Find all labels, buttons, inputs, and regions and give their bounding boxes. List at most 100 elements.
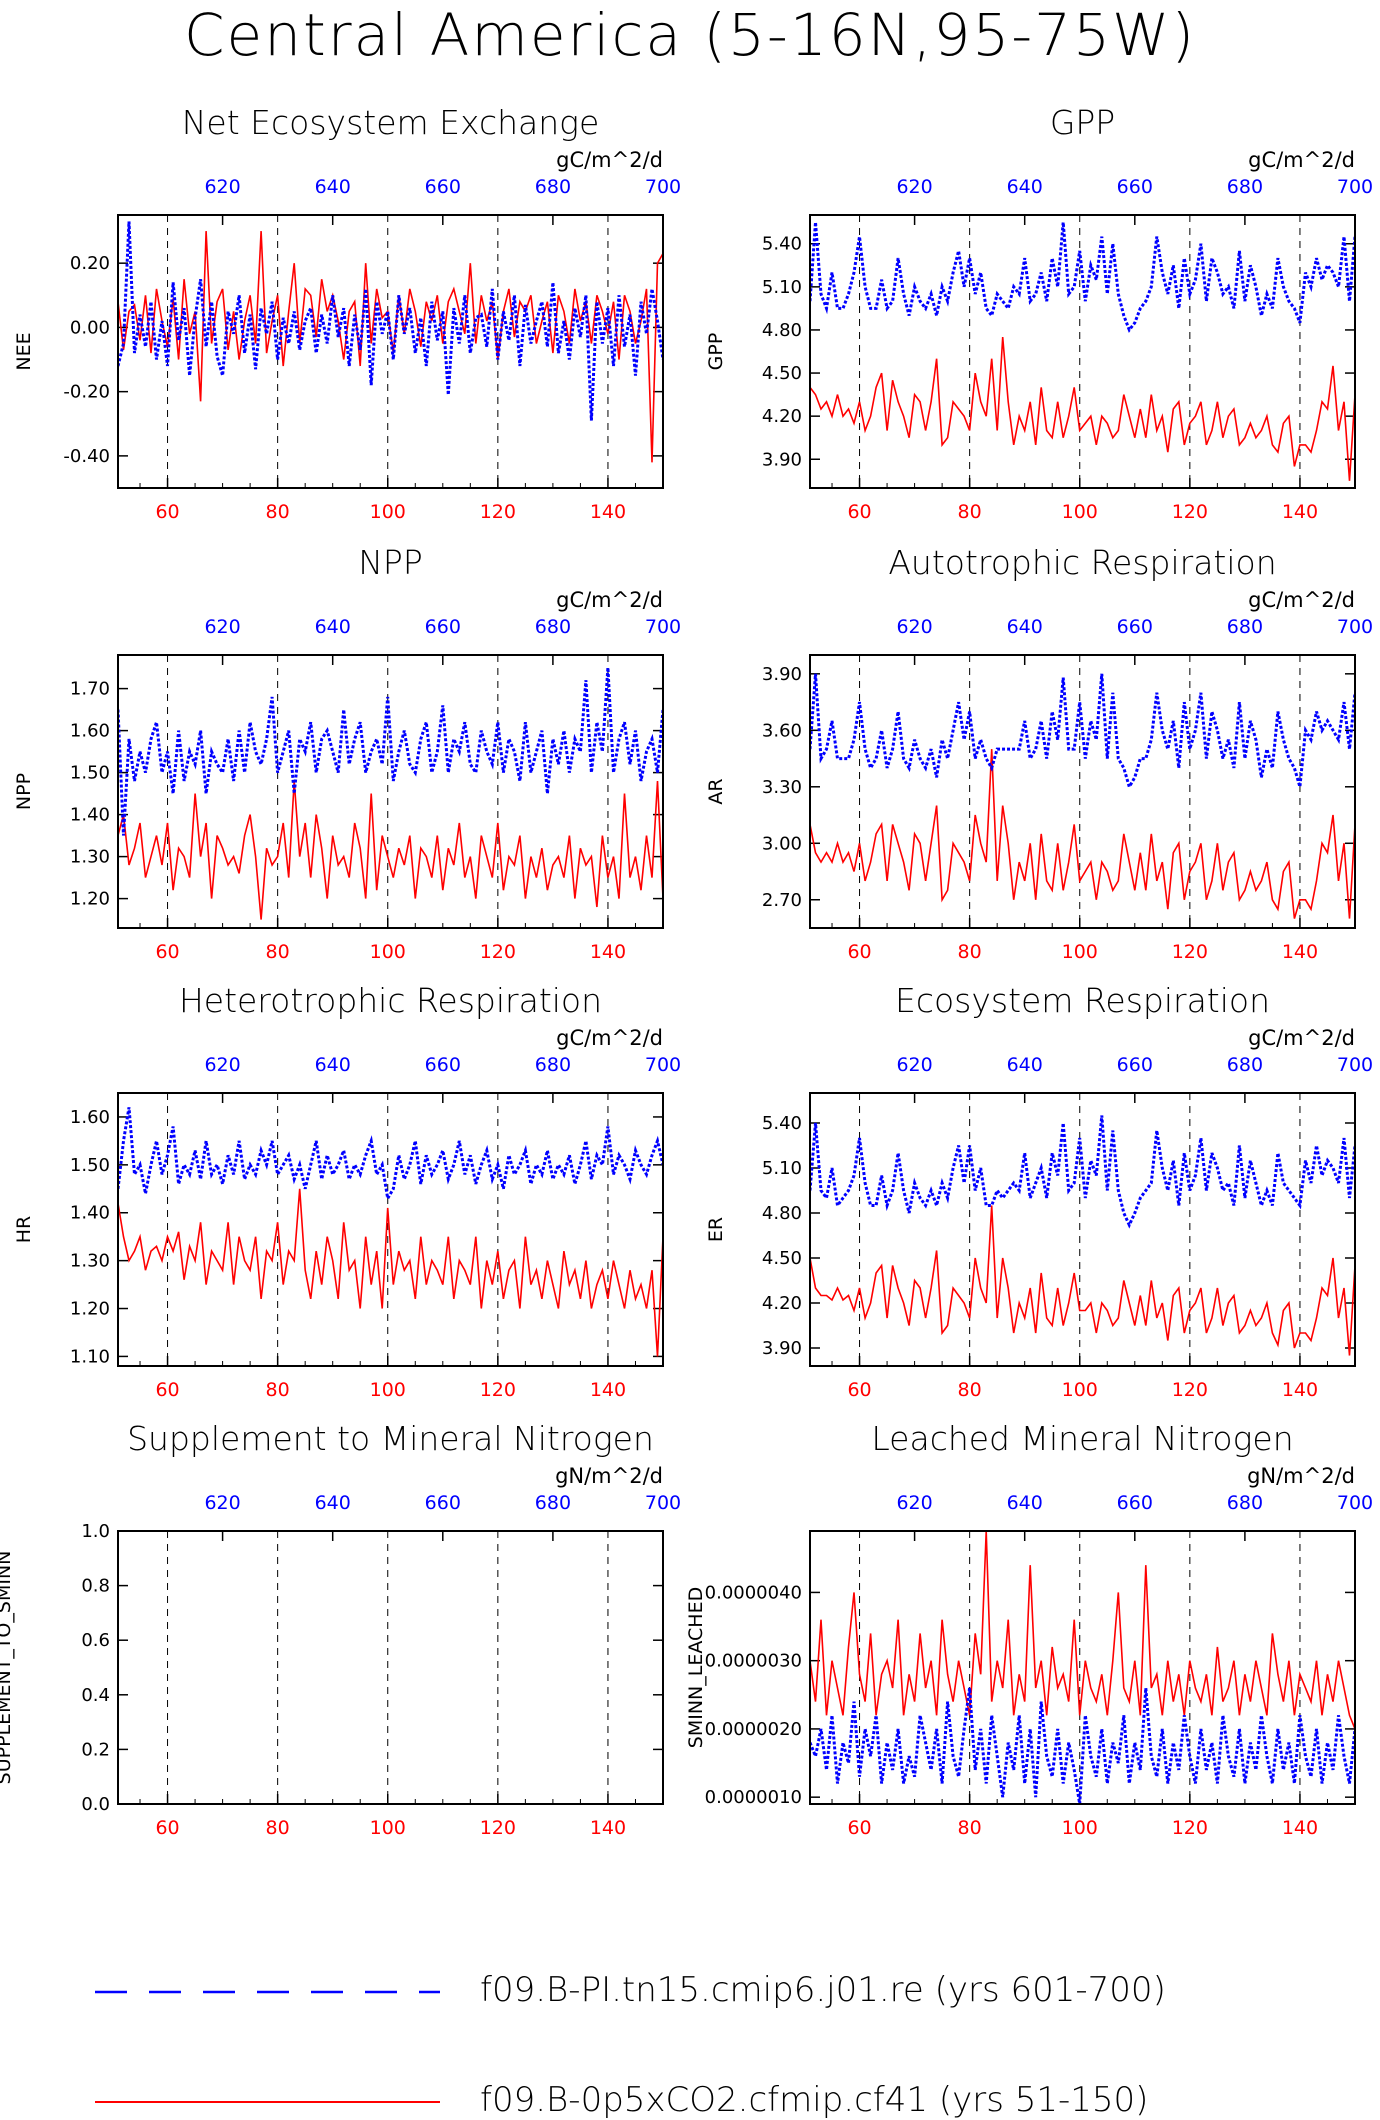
plot-frame (117, 214, 664, 489)
supplement-to-mineral-nitrogen-units: gN/m^2/d (555, 1464, 663, 1488)
x-top-tick-label: 680 (535, 176, 571, 198)
y-tick-label: 0.0000030 (705, 1651, 802, 1672)
series-line-red (810, 1205, 1355, 1356)
x-top-tick-label: 620 (204, 1492, 240, 1514)
x-top-tick-label: 700 (645, 176, 681, 198)
x-top-tick-label: 680 (535, 1492, 571, 1514)
npp-ylabel: NPP (13, 773, 35, 810)
x-top-tick-label: 620 (204, 1054, 240, 1076)
y-tick-label: 2.70 (762, 890, 802, 911)
series-line-red (810, 337, 1355, 481)
x-top-tick-label: 680 (1227, 176, 1263, 198)
x-top-tick-label: 660 (1117, 1492, 1153, 1514)
x-bottom-tick-label: 120 (480, 501, 516, 523)
y-tick-label: 0.0 (81, 1794, 110, 1815)
y-tick-label: 4.80 (762, 320, 802, 341)
heterotrophic-respiration-title: Heterotrophic Respiration (178, 981, 603, 1020)
x-bottom-tick-label: 120 (1172, 1817, 1208, 1839)
x-bottom-tick-label: 100 (1062, 501, 1098, 523)
y-tick-label: 0.6 (81, 1630, 110, 1651)
autotrophic-respiration-units: gC/m^2/d (1248, 588, 1355, 612)
supplement-to-mineral-nitrogen-title: Supplement to Mineral Nitrogen (127, 1419, 654, 1458)
y-tick-label: 0.0000020 (705, 1719, 802, 1740)
x-bottom-tick-label: 80 (266, 501, 290, 523)
gpp-title: GPP (1049, 103, 1116, 142)
x-bottom-tick-label: 100 (370, 501, 406, 523)
y-tick-label: 3.30 (762, 777, 802, 798)
x-top-tick-label: 700 (645, 1492, 681, 1514)
plot-frame (809, 1092, 1356, 1367)
y-tick-label: 0.0000010 (705, 1787, 802, 1808)
series-line-red (810, 1531, 1355, 1730)
leached-mineral-nitrogen-chart: 60 80 100 120 140 620 640 660 680 700 gN/m^2/d 0.00… (685, 1464, 1373, 1839)
npp-title: NPP (358, 543, 423, 582)
y-tick-label: 0.8 (81, 1576, 110, 1597)
plot-frame (809, 654, 1356, 929)
x-top-tick-label: 660 (1117, 1054, 1153, 1076)
leached-mineral-nitrogen-ylabel: SMINN_LEACHED (685, 1587, 707, 1748)
y-tick-label: 3.60 (762, 720, 802, 741)
y-tick-label: 1.0 (81, 1521, 110, 1542)
gpp-units: gC/m^2/d (1248, 148, 1355, 172)
npp-units: gC/m^2/d (556, 588, 663, 612)
series-line-blue (118, 221, 663, 421)
x-bottom-tick-label: 80 (266, 1379, 290, 1401)
x-bottom-tick-label: 60 (155, 501, 179, 523)
x-bottom-tick-label: 120 (1172, 501, 1208, 523)
x-bottom-tick-label: 100 (1062, 1817, 1098, 1839)
y-tick-label: 5.40 (762, 1113, 802, 1134)
ecosystem-respiration-title: Ecosystem Respiration (894, 981, 1271, 1020)
net-ecosystem-exchange-chart: 60 80 100 120 140 620 640 660 680 700 gC/m^2/d -0.4… (13, 148, 681, 523)
y-tick-label: 1.30 (70, 847, 110, 868)
x-top-tick-label: 640 (1007, 176, 1043, 198)
y-tick-label: -0.20 (63, 382, 110, 403)
heterotrophic-respiration-ylabel: HR (13, 1216, 35, 1244)
x-top-tick-label: 640 (1007, 616, 1043, 638)
series-line-red (810, 749, 1355, 919)
x-top-tick-label: 620 (896, 616, 932, 638)
x-bottom-tick-label: 140 (590, 1379, 626, 1401)
x-top-tick-label: 640 (315, 176, 351, 198)
x-bottom-tick-label: 60 (155, 941, 179, 963)
x-bottom-tick-label: 140 (1282, 1817, 1318, 1839)
series-line-blue (810, 673, 1355, 791)
x-bottom-tick-label: 100 (370, 941, 406, 963)
y-tick-label: 4.50 (762, 1248, 802, 1269)
x-bottom-tick-label: 100 (1062, 1379, 1098, 1401)
heterotrophic-respiration-units: gC/m^2/d (556, 1026, 663, 1050)
legend: f09.B-PI.tn15.cmip6.j01.re (yrs 601-700)… (0, 1930, 1380, 2120)
gpp-chart: 60 80 100 120 140 620 640 660 680 700 gC/m^2/d 3.90… (705, 148, 1373, 523)
y-tick-label: 1.60 (70, 1107, 110, 1128)
x-top-tick-label: 640 (315, 616, 351, 638)
y-tick-label: 3.90 (762, 664, 802, 685)
legend-label-blue: f09.B-PI.tn15.cmip6.j01.re (yrs 601-700) (480, 1970, 1166, 2010)
x-bottom-tick-label: 100 (370, 1379, 406, 1401)
x-top-tick-label: 640 (315, 1492, 351, 1514)
autotrophic-respiration-ylabel: AR (705, 778, 727, 804)
y-tick-label: 0.2 (81, 1739, 110, 1760)
leached-mineral-nitrogen-title: Leached Mineral Nitrogen (871, 1419, 1294, 1458)
y-tick-label: 1.30 (70, 1251, 110, 1272)
npp-chart: 60 80 100 120 140 620 640 660 680 700 gC/m^2/d 1.20… (13, 588, 681, 963)
gpp-ylabel: GPP (705, 333, 727, 371)
x-top-tick-label: 620 (204, 176, 240, 198)
x-bottom-tick-label: 120 (1172, 941, 1208, 963)
y-tick-label: 1.70 (70, 679, 110, 700)
y-tick-label: 0.0000040 (705, 1582, 802, 1603)
series-line-blue (810, 222, 1355, 333)
x-top-tick-label: 640 (315, 1054, 351, 1076)
legend-lines (95, 1990, 440, 2103)
y-tick-label: 1.40 (70, 805, 110, 826)
x-top-tick-label: 680 (535, 1054, 571, 1076)
autotrophic-respiration-title: Autotrophic Respiration (888, 543, 1277, 582)
x-top-tick-label: 700 (1337, 1492, 1373, 1514)
series-line-blue (118, 667, 663, 836)
series-line-blue (810, 1687, 1355, 1804)
x-bottom-tick-label: 140 (590, 501, 626, 523)
x-bottom-tick-label: 120 (1172, 1379, 1208, 1401)
plot-frame (809, 214, 1356, 489)
y-tick-label: 3.90 (762, 449, 802, 470)
page-title: Central America (5-16N,95-75W) (184, 1, 1196, 69)
x-top-tick-label: 700 (1337, 1054, 1373, 1076)
x-top-tick-label: 700 (1337, 616, 1373, 638)
